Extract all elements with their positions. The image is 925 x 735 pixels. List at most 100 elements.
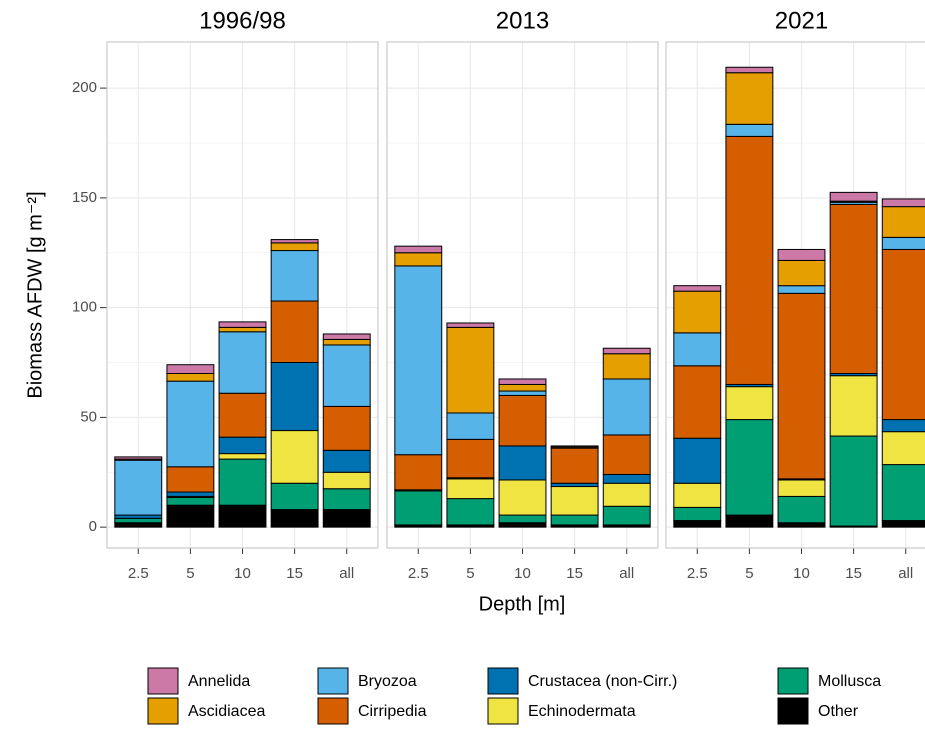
bar-segment xyxy=(394,245,443,254)
bar-segment xyxy=(777,285,826,294)
bar-segment xyxy=(114,459,163,516)
bar-segment xyxy=(166,497,215,506)
bar-segment xyxy=(498,383,547,392)
bar-segment xyxy=(881,236,925,250)
x-tick-label: 5 xyxy=(466,565,474,582)
legend-swatch xyxy=(317,697,349,725)
bar-segment xyxy=(881,431,925,466)
bar-segment xyxy=(881,198,925,208)
facet-title: 2021 xyxy=(775,7,828,34)
bar-segment xyxy=(114,517,163,524)
bar-segment xyxy=(673,365,722,439)
bar-segment xyxy=(777,479,826,497)
bar-segment xyxy=(166,504,215,528)
bar-segment xyxy=(881,248,925,421)
bar-segment xyxy=(673,290,722,334)
bar-segment xyxy=(777,495,826,524)
bar-segment xyxy=(498,394,547,447)
legend-label: Ascidiacea xyxy=(188,703,265,720)
bar-segment xyxy=(322,488,371,511)
bar-segment xyxy=(166,372,215,382)
bar-segment xyxy=(394,490,443,526)
bar-segment xyxy=(270,430,319,484)
bar-segment xyxy=(270,250,319,302)
x-tick-label: 15 xyxy=(286,565,303,582)
legend-label: Annelida xyxy=(188,673,250,690)
legend-swatch xyxy=(147,667,179,695)
bar-segment xyxy=(829,435,878,527)
bar-segment xyxy=(673,285,722,292)
bar-segment xyxy=(166,491,215,497)
bar-segment xyxy=(725,419,774,516)
x-tick-label: all xyxy=(339,565,354,582)
bar-segment xyxy=(114,522,163,528)
bar-segment xyxy=(777,522,826,528)
x-tick-label: 10 xyxy=(514,565,531,582)
bar-segment xyxy=(673,437,722,484)
bar-segment xyxy=(602,347,651,355)
bar-segment xyxy=(394,252,443,267)
y-tick-label: 0 xyxy=(89,518,97,535)
y-axis-label: Biomass AFDW [g m⁻²] xyxy=(24,191,46,398)
facet-title: 1996/98 xyxy=(199,7,286,34)
bar-segment xyxy=(270,482,319,511)
bar-segment xyxy=(446,438,495,479)
y-tick-label: 50 xyxy=(80,408,97,425)
legend-swatch xyxy=(487,697,519,725)
bar-segment xyxy=(270,362,319,432)
bar-segment xyxy=(673,506,722,522)
x-axis-label: Depth [m] xyxy=(479,593,566,615)
bar-segment xyxy=(166,466,215,493)
legend-label: Mollusca xyxy=(818,673,881,690)
bar-segment xyxy=(725,72,774,125)
legend-swatch xyxy=(317,667,349,695)
legend-label: Echinodermata xyxy=(528,703,636,720)
bar-segment xyxy=(394,265,443,456)
bar-segment xyxy=(218,453,267,460)
bar-segment xyxy=(602,434,651,475)
bar-segment xyxy=(218,321,267,328)
facet-title: 2013 xyxy=(496,7,549,34)
bar-segment xyxy=(550,514,599,526)
bar-segment xyxy=(218,458,267,506)
bar-segment xyxy=(881,206,925,238)
bar-segment xyxy=(881,520,925,528)
bar-segment xyxy=(725,386,774,421)
bar-segment xyxy=(777,292,826,480)
bar-segment xyxy=(218,392,267,438)
legend-label: Bryozoa xyxy=(358,673,417,690)
bar-segment xyxy=(829,191,878,202)
y-tick-label: 100 xyxy=(72,299,97,316)
bar-segment xyxy=(498,479,547,516)
bar-segment xyxy=(322,344,371,407)
bar-segment xyxy=(322,509,371,528)
bar-segment xyxy=(498,378,547,385)
bar-segment xyxy=(725,135,774,385)
legend-label: Other xyxy=(818,703,859,720)
bar-segment xyxy=(673,332,722,367)
bar-segment xyxy=(498,514,547,524)
bar-segment xyxy=(166,380,215,468)
x-tick-label: 5 xyxy=(745,565,753,582)
bar-segment xyxy=(673,520,722,528)
bar-segment xyxy=(446,478,495,500)
legend-swatch xyxy=(487,667,519,695)
x-tick-label: 10 xyxy=(234,565,251,582)
bar-segment xyxy=(322,333,371,340)
bar-segment xyxy=(829,203,878,374)
bar-segment xyxy=(725,514,774,528)
legend-label: Crustacea (non-Cirr.) xyxy=(528,673,677,690)
bar-segment xyxy=(218,326,267,333)
bar-segment xyxy=(446,326,495,414)
bar-segment xyxy=(322,449,371,473)
bar-segment xyxy=(602,473,651,484)
bar-segment xyxy=(270,300,319,364)
x-tick-label: 15 xyxy=(845,565,862,582)
x-tick-label: all xyxy=(619,565,634,582)
bar-segment xyxy=(829,375,878,437)
bar-segment xyxy=(602,353,651,380)
bar-segment xyxy=(270,242,319,252)
x-tick-label: all xyxy=(898,565,913,582)
bar-segment xyxy=(673,482,722,508)
bar-segment xyxy=(550,445,599,448)
